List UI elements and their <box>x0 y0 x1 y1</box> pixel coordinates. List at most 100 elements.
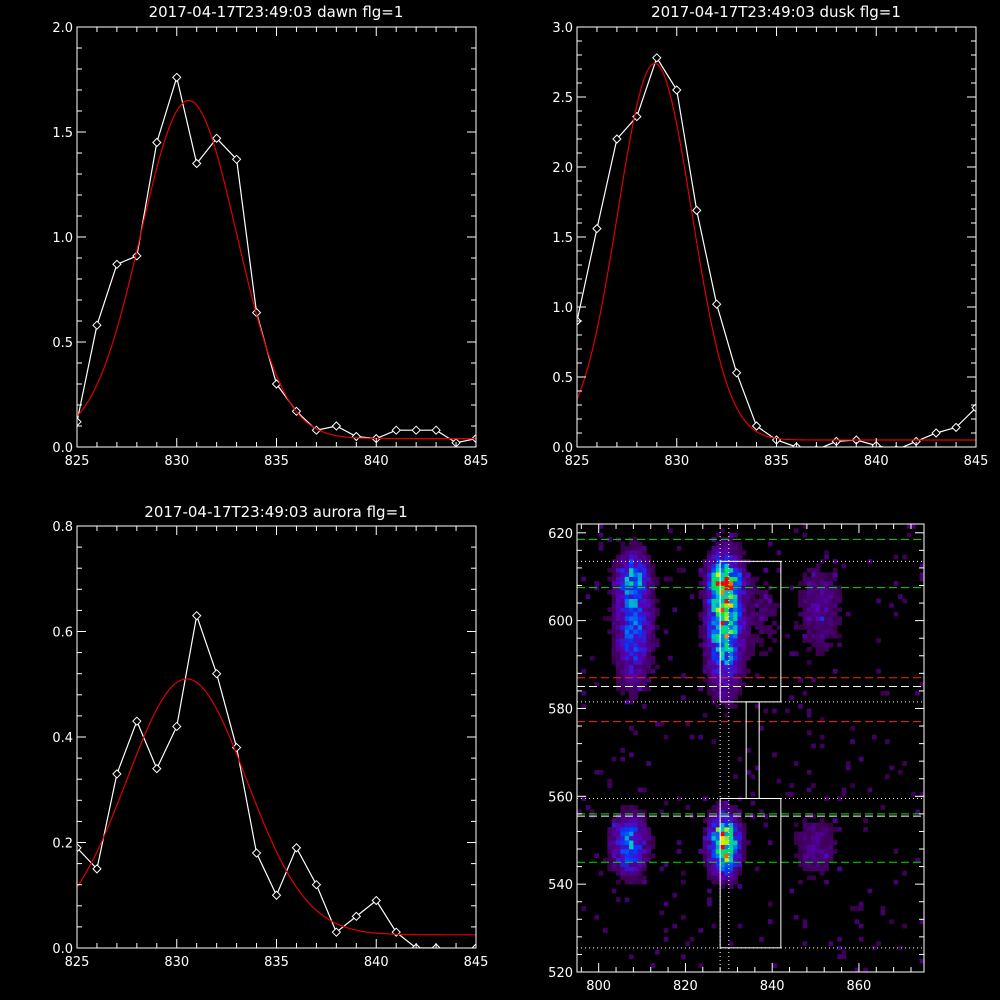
heatmap-cell <box>707 690 712 696</box>
heatmap-cell <box>815 651 821 657</box>
heatmap-cell <box>845 765 851 771</box>
heatmap-cell <box>637 550 643 556</box>
heatmap-cell <box>802 572 808 578</box>
heatmap-cell <box>633 844 639 850</box>
heatmap-cell <box>707 818 712 823</box>
heatmap-cell <box>776 603 782 608</box>
heatmap-cell <box>711 827 717 832</box>
heatmap-cell <box>811 576 816 582</box>
heatmap-cell <box>629 625 634 630</box>
heatmap-cell <box>624 805 630 810</box>
heatmap-cell <box>728 844 734 850</box>
heatmap-cell <box>715 611 721 617</box>
heatmap-cell <box>603 928 608 933</box>
heatmap-cell <box>637 598 643 604</box>
heatmap-cell <box>741 853 747 859</box>
heatmap-cell <box>759 651 764 657</box>
heatmap-cell <box>620 554 626 560</box>
data-point <box>112 769 122 779</box>
heatmap-cell <box>815 598 821 604</box>
heatmap-cell <box>637 866 643 872</box>
heatmap-cell <box>702 840 708 845</box>
heatmap-cell <box>724 625 730 630</box>
heatmap-cell <box>655 721 660 727</box>
heatmap-cell <box>620 638 626 643</box>
heatmap-cell <box>724 598 730 604</box>
heatmap-cell <box>707 607 712 613</box>
heatmap-cell <box>711 642 717 648</box>
heatmap-cell <box>902 598 907 604</box>
heatmap-cell <box>754 611 760 617</box>
heatmap-cell <box>728 537 734 542</box>
heatmap-cell <box>733 690 738 696</box>
heatmap-cell <box>711 633 717 639</box>
heatmap-cell <box>737 870 743 876</box>
heatmap-cell <box>724 800 730 806</box>
heatmap-cell <box>715 664 721 670</box>
heatmap-cell <box>655 581 660 586</box>
heatmap-cell <box>737 664 743 670</box>
x-tick-label: 825 <box>65 454 90 469</box>
heatmap-cell <box>642 603 647 608</box>
heatmap-cell <box>633 642 639 648</box>
heatmap-cell <box>633 585 639 591</box>
heatmap-cell <box>702 655 708 661</box>
heatmap-cell <box>746 638 751 643</box>
heatmap-cell <box>633 589 639 595</box>
heatmap-cell <box>707 598 712 604</box>
heatmap-cell <box>724 572 730 578</box>
heatmap-cell <box>624 620 630 626</box>
heatmap-cell <box>733 554 738 560</box>
heatmap-cell <box>676 545 682 551</box>
heatmap-cell <box>746 598 751 604</box>
heatmap-cell <box>715 857 721 863</box>
heatmap-cell <box>824 879 829 885</box>
heatmap-cell <box>832 589 838 595</box>
heatmap-cell <box>746 594 751 599</box>
heatmap-cell <box>629 844 634 850</box>
heatmap-cell <box>620 831 626 837</box>
heatmap-cell <box>720 603 725 608</box>
heatmap-cell <box>802 827 808 832</box>
heatmap-cell <box>720 853 725 859</box>
heatmap-cell <box>616 594 621 599</box>
x-tick-label: 830 <box>664 454 689 469</box>
heatmap-cell <box>594 914 599 920</box>
heatmap-cell <box>676 849 682 854</box>
heatmap-cell <box>620 550 626 556</box>
heatmap-cell <box>728 541 734 547</box>
heatmap-cell <box>711 607 717 613</box>
heatmap-cell <box>720 642 725 648</box>
heatmap-cell <box>616 567 621 573</box>
heatmap-cell <box>785 708 790 714</box>
heatmap-cell <box>815 563 821 569</box>
heatmap-cell <box>737 686 743 692</box>
heatmap-cell <box>741 581 747 586</box>
heatmap-cell <box>650 616 656 621</box>
heatmap-cell <box>837 954 842 960</box>
heatmap-cell <box>711 646 717 652</box>
heatmap-cell <box>646 664 652 670</box>
heatmap-cell <box>811 827 816 832</box>
heatmap-cell <box>616 853 621 859</box>
heatmap-cell <box>629 589 634 595</box>
heatmap-cell <box>746 769 751 775</box>
heatmap-cell <box>750 646 756 652</box>
heatmap-cell <box>724 642 730 648</box>
heatmap-cell <box>633 840 639 845</box>
heatmap-cell <box>746 633 751 639</box>
heatmap-cell <box>828 853 834 859</box>
heatmap-cell <box>598 524 604 529</box>
heatmap-cell <box>737 673 743 679</box>
heatmap-cell <box>676 840 682 845</box>
heatmap-cell <box>616 651 621 657</box>
heatmap-cell <box>733 875 738 881</box>
heatmap-cell <box>824 835 829 841</box>
heatmap-cell <box>880 805 886 810</box>
heatmap-cell <box>711 870 717 876</box>
heatmap-cell <box>741 550 747 556</box>
heatmap-cell <box>737 818 743 823</box>
heatmap-cell <box>620 563 626 569</box>
heatmap-cell <box>616 664 621 670</box>
heatmap-cell <box>819 594 825 599</box>
